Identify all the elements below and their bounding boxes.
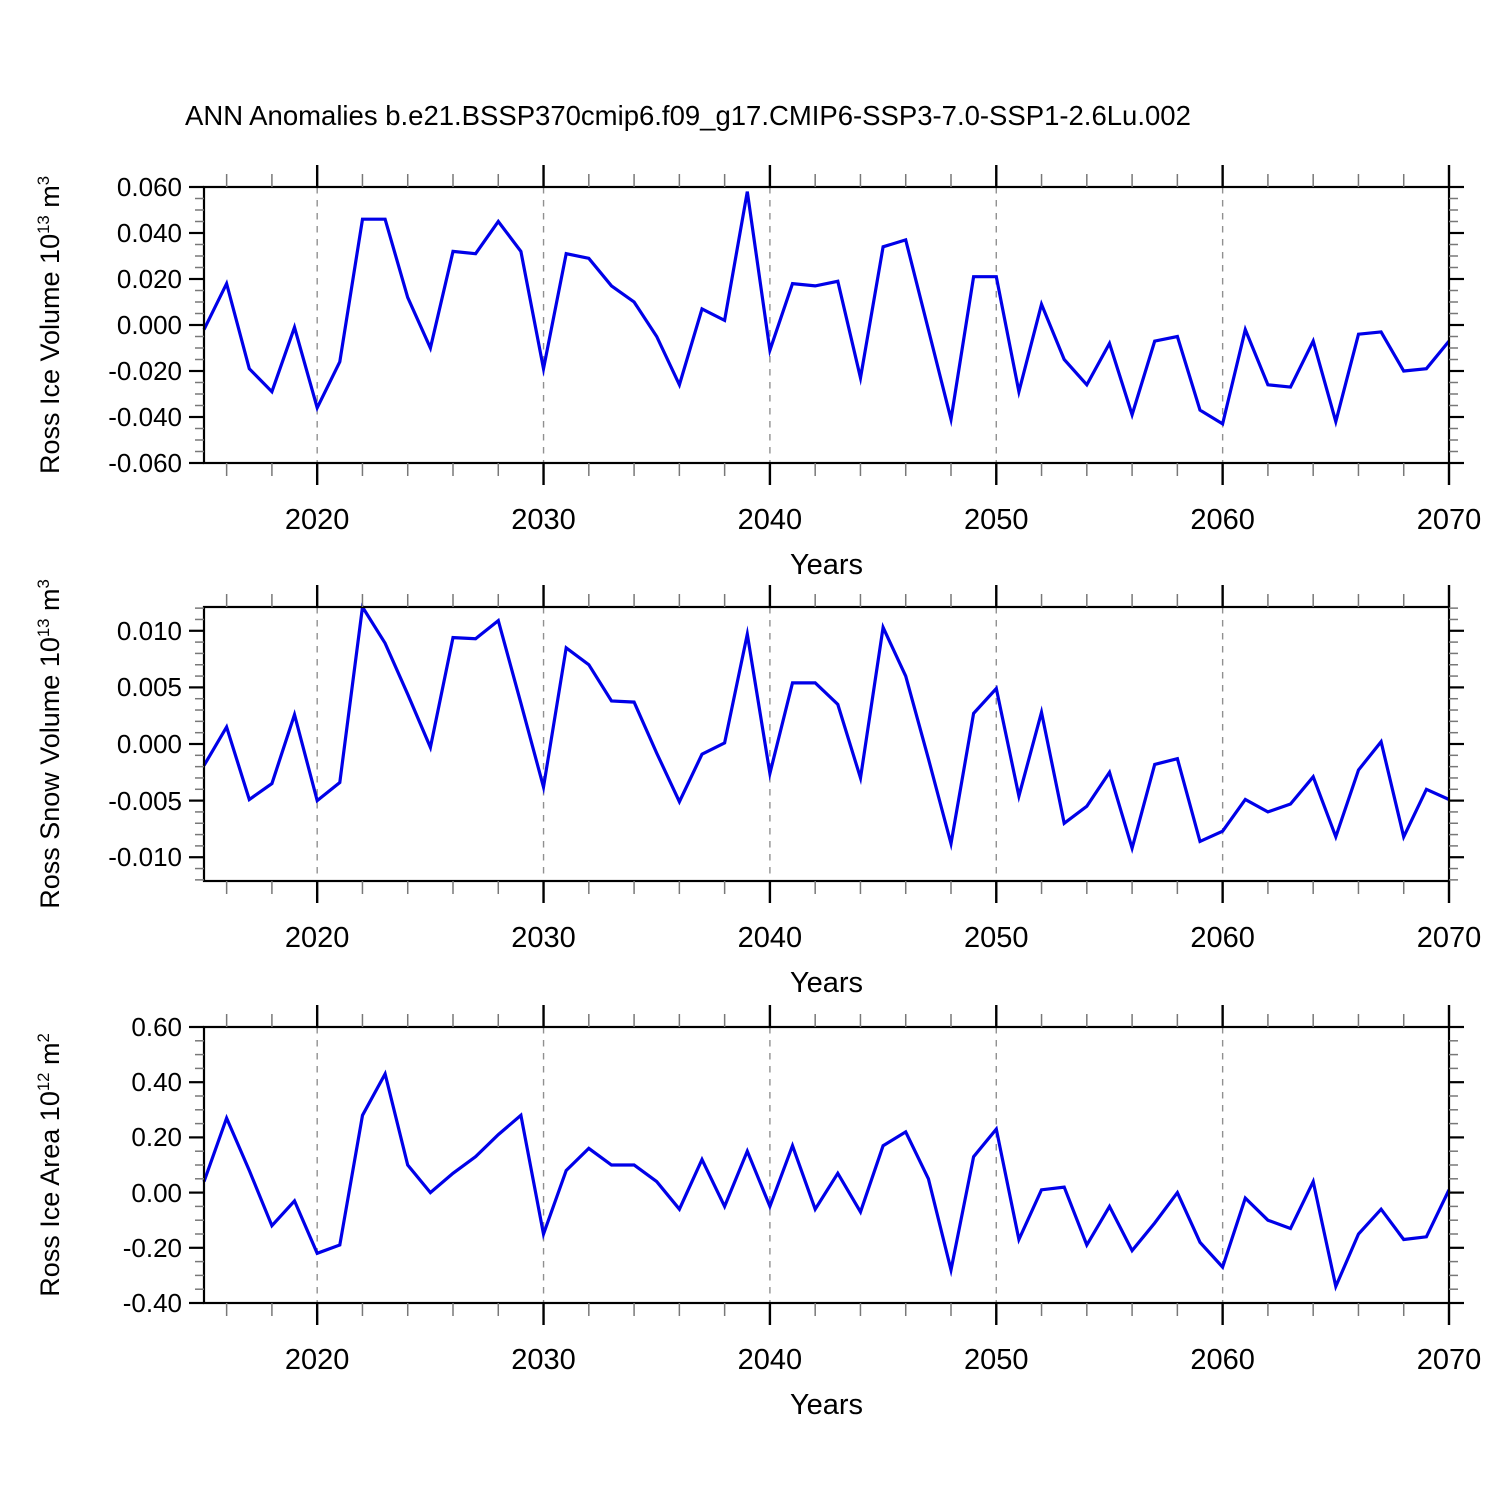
x-tick-label: 2020 xyxy=(284,1344,350,1376)
x-tick-label: 2020 xyxy=(284,922,350,954)
x-tick-label: 2030 xyxy=(511,922,576,954)
x-tick-label: 2060 xyxy=(1190,504,1255,536)
y-tick-label: 0.000 xyxy=(116,729,182,759)
y-tick-label: 0.60 xyxy=(131,1012,182,1042)
x-tick-label: 2040 xyxy=(737,504,803,536)
x-tick-label: 2070 xyxy=(1416,1344,1482,1376)
y-tick-label: 0.060 xyxy=(116,172,182,202)
y-tick-label: 0.005 xyxy=(116,672,182,703)
y-tick-label: -0.40 xyxy=(122,1288,182,1318)
plot-frame-ross-snow-volume xyxy=(202,605,1451,883)
y-tick-label: -0.040 xyxy=(108,402,182,432)
y-tick-label: -0.020 xyxy=(108,356,182,386)
y-tick-label: 0.020 xyxy=(116,264,182,294)
x-axis-title: Years xyxy=(789,549,864,581)
y-axis-label-ross-ice-area: Ross Ice Area 1012 m2 xyxy=(27,905,65,1425)
y-tick-label: 0.010 xyxy=(116,615,182,646)
x-tick-label: 2070 xyxy=(1416,504,1482,536)
x-tick-label: 2050 xyxy=(964,504,1029,536)
y-tick-label: -0.20 xyxy=(122,1232,182,1263)
y-tick-label: -0.010 xyxy=(108,842,182,873)
y-tick-label: 0.000 xyxy=(116,310,182,340)
y-tick-label: 0.20 xyxy=(131,1122,182,1153)
x-tick-label: 2070 xyxy=(1416,922,1482,954)
y-tick-label: 0.40 xyxy=(131,1067,182,1098)
y-tick-label: -0.005 xyxy=(108,785,182,816)
y-axis-label-unit-exponent: 3 xyxy=(34,579,53,589)
data-line-ross-ice-area xyxy=(202,1069,1451,1292)
y-tick-label: 0.00 xyxy=(131,1177,182,1208)
x-axis-title: Years xyxy=(789,967,864,999)
x-tick-label: 2020 xyxy=(284,504,350,536)
x-tick-label: 2050 xyxy=(964,1344,1029,1376)
plot-frame-ross-ice-area xyxy=(202,1025,1451,1305)
data-line-ross-ice-volume xyxy=(202,191,1451,428)
x-tick-label: 2060 xyxy=(1190,1344,1255,1376)
plot-frame-ross-ice-volume xyxy=(202,185,1451,465)
x-tick-label: 2030 xyxy=(511,1344,576,1376)
chart-title: ANN Anomalies b.e21.BSSP370cmip6.f09_g17… xyxy=(185,100,1191,131)
x-tick-label: 2060 xyxy=(1190,922,1255,954)
y-tick-label: -0.060 xyxy=(108,448,182,478)
x-tick-label: 2040 xyxy=(737,922,803,954)
x-axis-title: Years xyxy=(789,1389,864,1421)
data-line-ross-snow-volume xyxy=(202,602,1450,855)
x-tick-label: 2030 xyxy=(511,504,576,536)
x-tick-label: 2050 xyxy=(964,922,1029,954)
x-tick-label: 2040 xyxy=(737,1344,803,1376)
y-tick-label: 0.040 xyxy=(116,218,182,248)
